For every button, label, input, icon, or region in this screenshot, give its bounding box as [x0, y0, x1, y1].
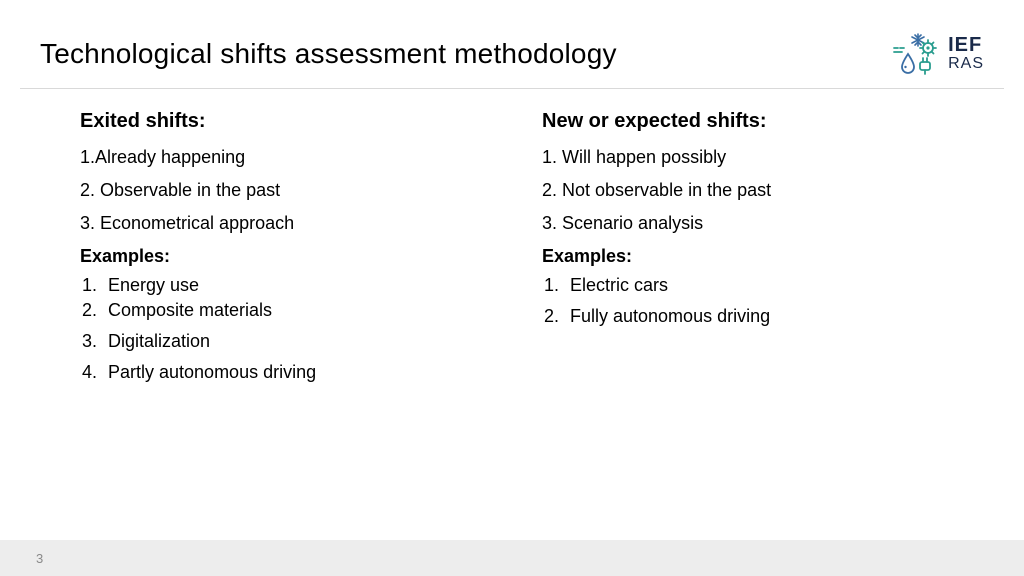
right-point: 1. Will happen possibly — [542, 147, 964, 168]
list-item: 1.Energy use — [80, 275, 502, 296]
slide-title: Technological shifts assessment methodol… — [40, 38, 617, 70]
right-heading: New or expected shifts: — [542, 110, 964, 133]
list-item: 2.Fully autonomous driving — [542, 306, 964, 327]
list-item: 1.Electric cars — [542, 275, 964, 296]
content-columns: Exited shifts: 1.Already happening 2. Ob… — [80, 110, 964, 393]
list-item: 2.Composite materials — [80, 300, 502, 321]
logo-line2: RAS — [948, 56, 984, 73]
logo: IEF RAS — [890, 32, 984, 76]
right-column: New or expected shifts: 1. Will happen p… — [542, 110, 964, 393]
header-divider — [20, 88, 1004, 89]
left-column: Exited shifts: 1.Already happening 2. Ob… — [80, 110, 502, 393]
list-text: Composite materials — [108, 300, 272, 321]
list-text: Fully autonomous driving — [570, 306, 770, 327]
list-text: Digitalization — [108, 331, 210, 352]
left-examples-heading: Examples: — [80, 246, 502, 267]
list-num: 3. — [80, 331, 108, 352]
list-num: 1. — [80, 275, 108, 296]
left-examples-list: 1.Energy use 2.Composite materials 3.Dig… — [80, 275, 502, 383]
logo-line1: IEF — [948, 35, 984, 56]
list-num: 1. — [542, 275, 570, 296]
logo-text: IEF RAS — [948, 35, 984, 73]
right-examples-list: 1.Electric cars 2.Fully autonomous drivi… — [542, 275, 964, 327]
right-point: 3. Scenario analysis — [542, 213, 964, 234]
list-num: 2. — [542, 306, 570, 327]
list-num: 2. — [80, 300, 108, 321]
left-point: 1.Already happening — [80, 147, 502, 168]
left-heading: Exited shifts: — [80, 110, 502, 133]
list-num: 4. — [80, 362, 108, 383]
left-point: 2. Observable in the past — [80, 180, 502, 201]
slide: Technological shifts assessment methodol… — [0, 0, 1024, 576]
header: Technological shifts assessment methodol… — [40, 28, 984, 80]
list-item: 4.Partly autonomous driving — [80, 362, 502, 383]
list-text: Electric cars — [570, 275, 668, 296]
list-text: Energy use — [108, 275, 199, 296]
list-text: Partly autonomous driving — [108, 362, 316, 383]
list-item: 3.Digitalization — [80, 331, 502, 352]
right-examples-heading: Examples: — [542, 246, 964, 267]
left-point: 3. Econometrical approach — [80, 213, 502, 234]
logo-icons — [890, 32, 938, 76]
footer: 3 — [0, 540, 1024, 576]
right-point: 2. Not observable in the past — [542, 180, 964, 201]
page-number: 3 — [36, 551, 43, 566]
